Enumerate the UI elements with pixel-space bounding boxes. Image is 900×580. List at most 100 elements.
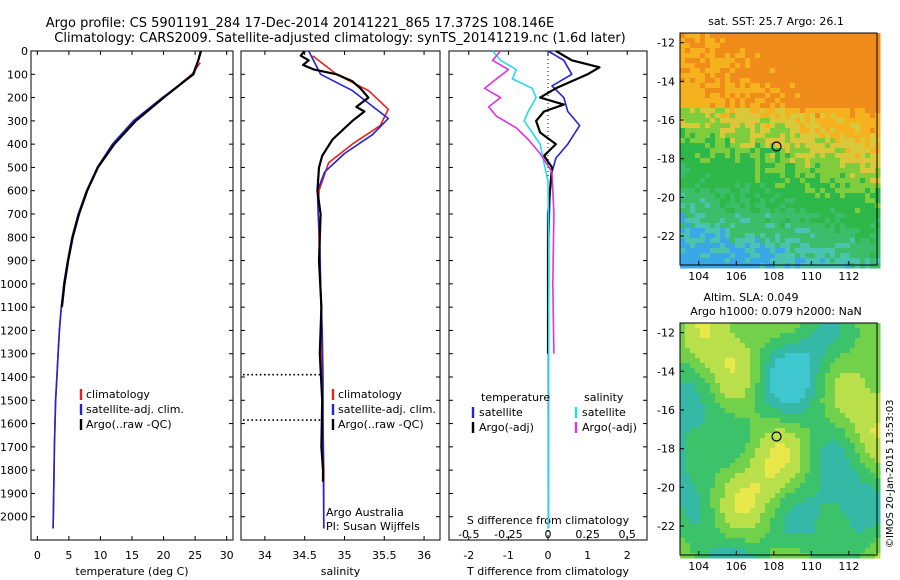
temperature-xtick-label: 30	[220, 549, 234, 562]
sst-map-title: sat. SST: 25.7 Argo: 26.1	[708, 15, 844, 28]
temperature-xtick-label: 20	[157, 549, 171, 562]
depth-tick-label: 2000	[0, 511, 28, 524]
sst-lon-tick-label: 104	[688, 270, 709, 283]
temperature-series-climatology	[52, 62, 201, 529]
sla-map-title-line1: Altim. SLA: 0.049	[703, 291, 798, 304]
sla-lon-tick-label: 104	[688, 560, 709, 573]
sst-lon-tick-label: 112	[838, 270, 859, 283]
depth-tick-label: 1500	[0, 394, 28, 407]
salinity-xlabel: salinity	[321, 565, 361, 578]
depth-tick-label: 1400	[0, 371, 28, 384]
difference-xtick-label: 2	[624, 549, 631, 562]
sla-lat-tick-label: -20	[657, 481, 675, 494]
temperature-xtick-label: 25	[188, 549, 202, 562]
legend-entry: climatology	[338, 388, 402, 401]
sst-lat-tick-label: -20	[657, 191, 675, 204]
depth-tick-label: 1600	[0, 418, 28, 431]
sla-lat-tick-label: -12	[657, 327, 675, 340]
sst-lat-tick-label: -18	[657, 153, 675, 166]
sst-lat-tick-label: -14	[657, 75, 675, 88]
temperature-xtick-label: 15	[125, 549, 139, 562]
sla-lon-tick-label: 108	[763, 560, 784, 573]
depth-tick-label: 600	[7, 185, 28, 198]
depth-tick-label: 400	[7, 138, 28, 151]
difference-series-salinity_argo	[483, 50, 555, 354]
difference-xtick-label: 0	[545, 549, 552, 562]
temperature-xtick-label: 0	[34, 549, 41, 562]
depth-tick-label: 0	[21, 45, 28, 58]
sla-map-title-line2: Argo h1000: 0.079 h2000: NaN	[690, 305, 862, 318]
temperature-xtick-label: 10	[93, 549, 107, 562]
sst-map-frame	[679, 32, 878, 266]
depth-tick-label: 700	[7, 208, 28, 221]
salinity-diff-tick-label: -0.25	[494, 528, 522, 541]
sla-lon-tick-label: 110	[801, 560, 822, 573]
salinity-xtick-label: 34.5	[292, 549, 317, 562]
depth-tick-label: 800	[7, 231, 28, 244]
sla-lat-tick-label: -16	[657, 404, 675, 417]
sla-lat-tick-label: -18	[657, 443, 675, 456]
depth-tick-label: 1300	[0, 348, 28, 361]
salinity-axes-frame	[240, 50, 441, 541]
legend-entry-salinity: Argo(-adj)	[582, 421, 637, 434]
legend-entry: climatology	[86, 388, 150, 401]
imos-timestamp: ©IMOS 20-Jan-2015 13:53:03	[885, 400, 896, 548]
figure-title-line1: Argo profile: CS 5901191_284 17-Dec-2014…	[46, 16, 554, 31]
depth-tick-label: 1200	[0, 324, 28, 337]
sla-map-frame	[679, 322, 878, 556]
legend-entry-salinity: satellite	[582, 406, 626, 419]
temperature-series-satellite	[52, 50, 203, 529]
depth-tick-label: 1000	[0, 278, 28, 291]
legend-entry: satellite-adj. clim.	[86, 403, 184, 416]
salinity-xtick-label: 35	[337, 549, 351, 562]
temperature-xtick-label: 5	[65, 549, 72, 562]
depth-tick-label: 100	[7, 68, 28, 81]
temperature-series-argo	[60, 50, 202, 308]
depth-tick-label: 1800	[0, 464, 28, 477]
salinity-diff-tick-label: -0.5	[458, 528, 479, 541]
difference-xtick-label: 1	[584, 549, 591, 562]
sst-map-panel: sat. SST: 25.7 Argo: 26.1 104 106 108 110 11…	[657, 15, 881, 283]
legend-entry-temperature: satellite	[479, 406, 523, 419]
temperature-profile-panel: 0100200300400500600700800900100011001200…	[0, 45, 234, 578]
legend-entry-temperature: Argo(-adj)	[479, 421, 534, 434]
depth-tick-label: 1900	[0, 487, 28, 500]
salinity-diff-tick-label: 0.25	[575, 528, 600, 541]
difference-series-argo	[534, 50, 601, 354]
sst-lat-tick-label: -16	[657, 114, 675, 127]
depth-tick-label: 500	[7, 161, 28, 174]
legend-entry-temperature: temperature	[481, 391, 550, 404]
depth-tick-label: 1700	[0, 441, 28, 454]
salinity-xtick-label: 35.5	[372, 549, 397, 562]
sla-lat-tick-label: -14	[657, 365, 675, 378]
difference-profile-panel: -2 -1 0 1 2 T difference from climatology -0.5…	[448, 50, 648, 578]
depth-tick-label: 300	[7, 115, 28, 128]
sla-lon-tick-label: 106	[726, 560, 747, 573]
legend-entry: Argo(..raw -QC)	[338, 418, 424, 431]
salinity-series-argo	[299, 50, 370, 482]
depth-tick-label: 200	[7, 92, 28, 105]
data-source-annotation: PI: Susan Wijffels	[326, 520, 420, 533]
sla-map-panel: Altim. SLA: 0.049 Argo h1000: 0.079 h200…	[657, 291, 881, 573]
legend-entry: satellite-adj. clim.	[338, 403, 436, 416]
sst-lat-tick-label: -22	[657, 230, 675, 243]
depth-tick-label: 1100	[0, 301, 28, 314]
legend-entry-salinity: salinity	[584, 391, 624, 404]
legend-entry: Argo(..raw -QC)	[86, 418, 172, 431]
sst-lat-tick-label: -12	[657, 37, 675, 50]
difference-xlabel: T difference from climatology	[466, 565, 629, 578]
sst-lon-tick-label: 110	[801, 270, 822, 283]
salinity-profile-panel: 34 34.5 35 35.5 36 salinity climatology satelli…	[240, 50, 441, 578]
salinity-diff-tick-label: 0	[545, 528, 552, 541]
figure-title-line2: Climatology: CARS2009. Satellite-adjuste…	[54, 31, 626, 46]
sst-lon-tick-label: 106	[726, 270, 747, 283]
salinity-diff-tick-label: 0.5	[618, 528, 636, 541]
temperature-xlabel: temperature (deg C)	[75, 565, 188, 578]
difference-xtick-label: -2	[463, 549, 474, 562]
sla-heatmap-field	[680, 323, 881, 559]
sla-float-position-marker	[771, 431, 782, 442]
depth-tick-label: 900	[7, 255, 28, 268]
data-source-annotation: Argo Australia	[326, 506, 404, 519]
salinity-xtick-label: 34	[258, 549, 272, 562]
